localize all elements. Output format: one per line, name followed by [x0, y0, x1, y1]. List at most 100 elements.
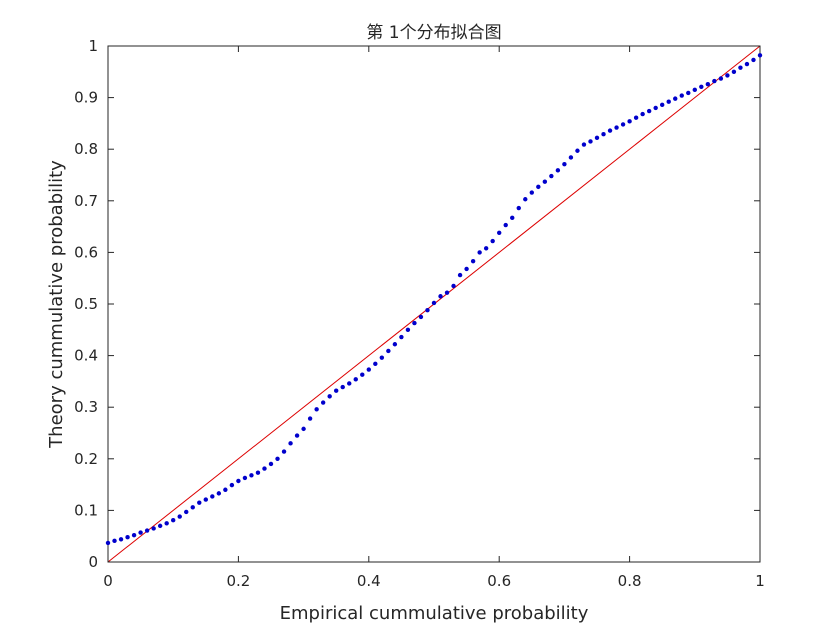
data-point [542, 179, 548, 184]
x-tick-label: 0 [103, 572, 113, 590]
data-point [223, 487, 228, 492]
data-point [418, 314, 424, 320]
data-point [327, 394, 332, 399]
data-point [575, 148, 580, 153]
y-tick-label: 0 [88, 553, 98, 571]
data-point [216, 491, 222, 496]
data-point [744, 61, 750, 67]
y-tick-label: 0.3 [74, 398, 98, 416]
y-axis-label: Theory cummulative probability [46, 160, 67, 449]
data-point [633, 115, 639, 120]
data-point [157, 523, 163, 529]
data-point [255, 470, 261, 475]
data-point [699, 84, 704, 89]
data-point [112, 538, 117, 544]
data-point [692, 87, 697, 93]
data-point [164, 521, 169, 526]
data-point [731, 69, 737, 75]
data-point [516, 205, 521, 211]
data-point [236, 478, 241, 484]
data-point [275, 456, 280, 461]
data-point [594, 135, 600, 141]
data-point [562, 161, 567, 167]
data-point [660, 102, 665, 108]
x-axis-ticks: 0 0.2 0.4 0.6 0.8 1 [103, 46, 765, 590]
data-point [425, 307, 430, 313]
data-point [457, 272, 463, 278]
y-axis-ticks: 0 0.1 0.2 0.3 0.4 0.5 0.6 0.7 0.8 0.9 1 [74, 37, 760, 571]
data-point [229, 482, 235, 488]
data-point [490, 238, 495, 244]
data-point [673, 96, 678, 101]
data-point [464, 266, 469, 272]
y-tick-label: 0.4 [74, 347, 98, 365]
data-point [588, 139, 593, 144]
data-point [412, 320, 417, 326]
data-point [679, 93, 684, 98]
data-point [497, 230, 502, 235]
data-point [738, 65, 743, 70]
data-point [249, 473, 254, 478]
data-point [686, 90, 691, 96]
data-points-layer [105, 53, 763, 546]
y-tick-label: 0.2 [74, 450, 98, 468]
data-point [288, 441, 293, 446]
data-point [347, 381, 352, 386]
data-point [314, 407, 319, 412]
data-point [751, 57, 756, 63]
x-axis-label: Empirical cummulative probability [280, 603, 589, 624]
data-point [757, 53, 763, 58]
data-point [105, 540, 111, 546]
data-point [281, 449, 287, 454]
data-point [438, 294, 443, 299]
data-point [444, 290, 450, 295]
data-point [242, 475, 248, 481]
y-tick-label: 0.1 [74, 501, 98, 519]
data-point [386, 348, 391, 354]
data-point [320, 400, 326, 405]
data-point [510, 215, 515, 221]
data-point [503, 222, 508, 228]
data-point [125, 535, 130, 540]
data-point [360, 372, 365, 377]
data-point [353, 377, 358, 382]
data-point [177, 514, 182, 519]
data-point [334, 388, 339, 393]
x-tick-label: 0.4 [357, 572, 381, 590]
y-tick-label: 1 [88, 37, 98, 55]
data-point [262, 466, 267, 471]
data-point [405, 327, 411, 332]
data-point [373, 361, 378, 367]
data-point [268, 461, 274, 467]
data-point [718, 76, 724, 81]
data-point [646, 108, 652, 114]
data-point [523, 197, 528, 202]
y-tick-label: 0.5 [74, 295, 98, 313]
data-point [483, 246, 489, 251]
data-point [203, 497, 208, 502]
chart-title: 第 1个分布拟合图 [366, 23, 501, 43]
data-point [614, 125, 619, 130]
data-point [601, 132, 606, 137]
data-point [138, 530, 143, 535]
data-point [431, 300, 437, 306]
data-point [399, 334, 404, 340]
data-point [705, 81, 711, 87]
data-point [555, 168, 561, 173]
data-point [151, 526, 156, 531]
data-point [725, 73, 730, 78]
x-tick-label: 0.8 [618, 572, 642, 590]
data-point [184, 509, 189, 515]
data-point [640, 111, 645, 117]
y-tick-label: 0.7 [74, 192, 98, 210]
y-tick-label: 0.9 [74, 89, 98, 107]
data-point [627, 119, 632, 124]
data-point [197, 500, 202, 505]
data-point [568, 155, 574, 160]
data-point [131, 532, 137, 538]
data-point [190, 505, 195, 510]
y-tick-label: 0.8 [74, 140, 98, 158]
data-point [620, 122, 626, 127]
data-point [470, 258, 476, 264]
data-point [340, 384, 345, 390]
